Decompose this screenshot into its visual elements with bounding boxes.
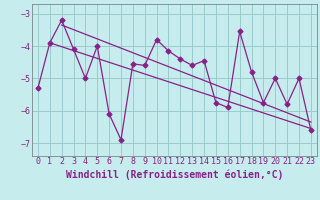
X-axis label: Windchill (Refroidissement éolien,°C): Windchill (Refroidissement éolien,°C): [66, 169, 283, 180]
